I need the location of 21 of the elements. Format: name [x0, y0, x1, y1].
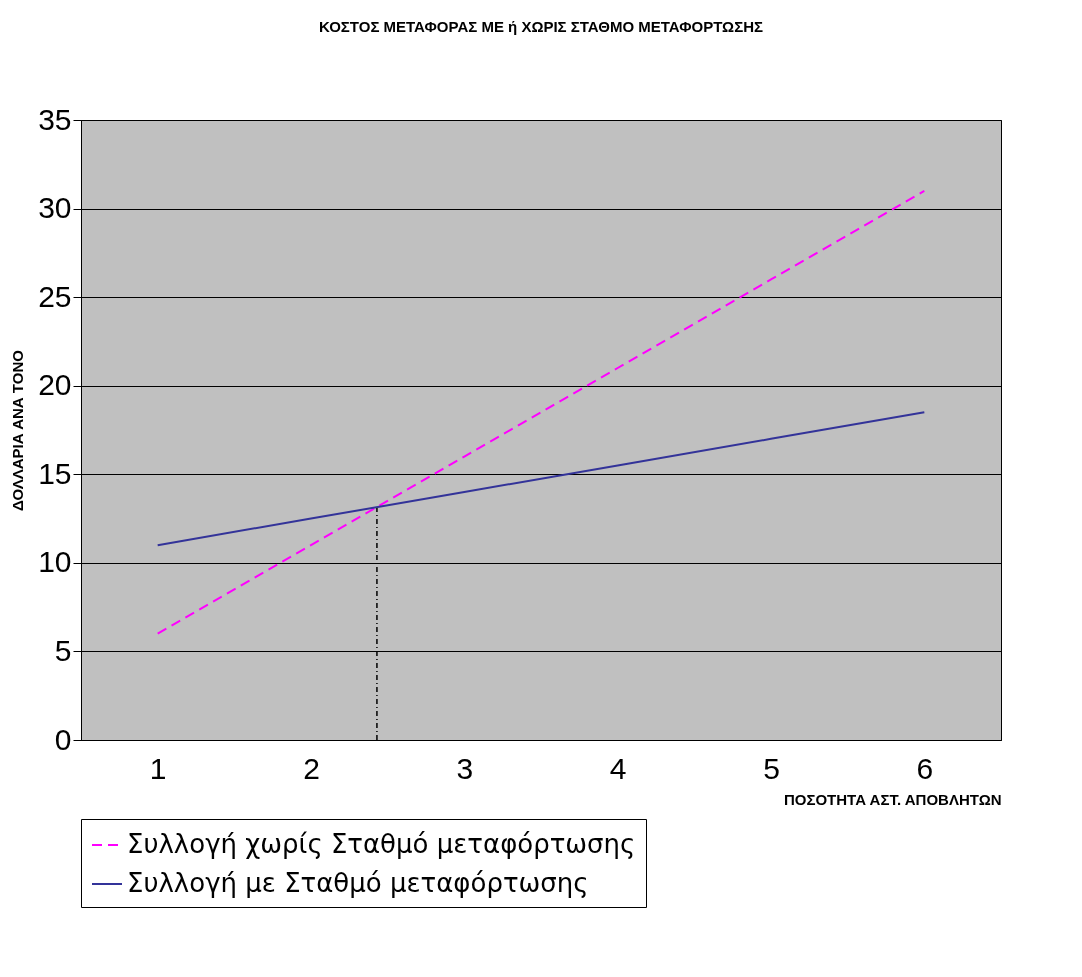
line-series [156, 411, 926, 547]
y-tick-label: 0 [54, 722, 72, 756]
y-tick-label: 5 [54, 633, 72, 667]
chart-title: ΚΟΣΤΟΣ ΜΕΤΑΦΟΡΑΣ ΜΕ ή ΧΩΡΙΣ ΣΤΑΘΜΟ ΜΕΤΑΦΟΡΤΩΣΗΣ [319, 18, 763, 35]
y-tick-label: 30 [38, 191, 72, 225]
y-tick-label: 35 [38, 102, 72, 136]
x-axis-title: ΠΟΣΟΤΗΤΑ ΑΣΤ. ΑΠΟΒΛΗΤΩΝ [783, 790, 1002, 808]
y-tick-label: 15 [38, 456, 72, 490]
legend-label: Συλλογή χωρίς Σταθμό μεταφόρτωσης [127, 829, 636, 859]
y-tick-label: 25 [38, 279, 72, 313]
y-axis-title: ΔΟΛΛΑΡΙΑ ΑΝΑ ΤΟΝΟ [9, 349, 27, 511]
x-tick-label: 2 [303, 751, 320, 785]
y-tick-label: 10 [38, 545, 72, 579]
line-series [156, 189, 926, 635]
legend-label: Συλλογή με Σταθμό μεταφόρτωσης [127, 868, 589, 898]
x-tick-label: 4 [609, 751, 627, 785]
x-tick-label: 3 [456, 751, 474, 785]
x-tick-label: 5 [763, 751, 780, 785]
x-tick-label: 6 [916, 751, 934, 785]
y-tick-label: 20 [38, 368, 72, 402]
x-tick-label: 1 [149, 751, 167, 785]
